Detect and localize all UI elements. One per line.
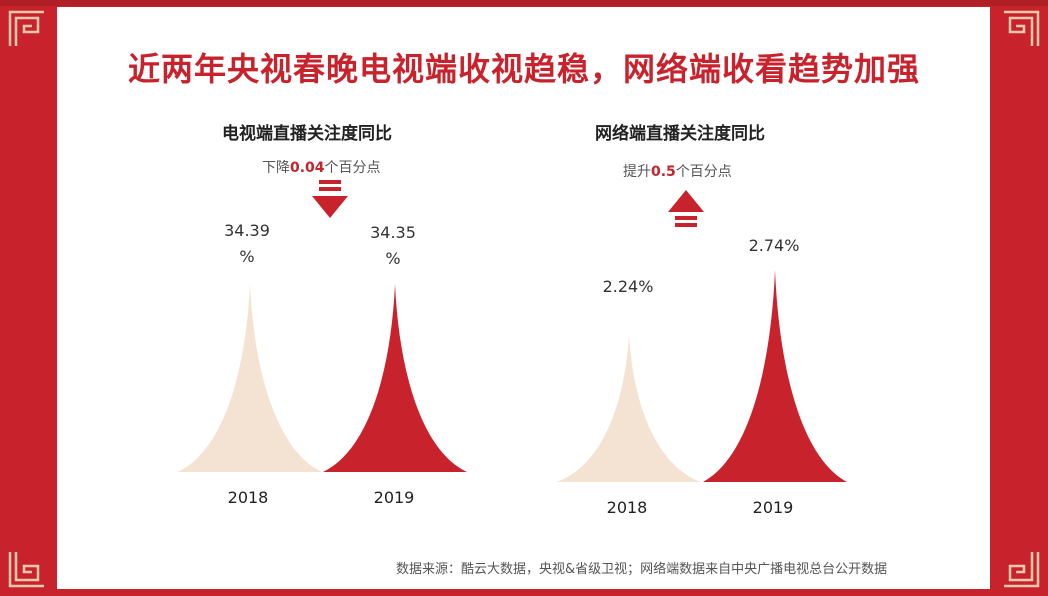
left-2018-year-label: 2018 — [227, 488, 269, 507]
value-unit: % — [239, 247, 255, 266]
right-2019-year-label: 2019 — [752, 498, 794, 517]
right-chart-title: 网络端直播关注度同比 — [595, 124, 765, 144]
value-unit: % — [385, 249, 401, 268]
left-2019-value-label: 34.35% — [368, 220, 418, 272]
corner-ornament-icon — [6, 8, 48, 50]
left-chart-title: 电视端直播关注度同比 — [222, 124, 392, 144]
content-panel — [57, 7, 990, 589]
left-change-note: 下降0.04个百分点 — [262, 157, 381, 177]
corner-ornament-icon — [6, 548, 48, 590]
title-part-1: 近两年央视 — [127, 50, 293, 88]
up-arrow-icon — [668, 190, 704, 227]
right-change-suffix: 个百分点 — [675, 164, 732, 180]
right-change-prefix: 提升 — [623, 164, 651, 180]
value-number: 34.35 — [370, 223, 416, 242]
top-frame — [0, 0, 1048, 6]
left-change-prefix: 下降 — [262, 160, 290, 176]
left-2019-year-label: 2019 — [373, 488, 415, 507]
corner-ornament-icon — [1000, 548, 1042, 590]
chart1-bar-2018 — [178, 284, 322, 472]
left-change-value: 0.04 — [290, 160, 325, 176]
chart2-bar-2018 — [557, 334, 701, 482]
down-arrow-icon — [312, 180, 348, 218]
right-2018-value-label: 2.24% — [602, 277, 654, 296]
value-number: 34.39 — [224, 221, 270, 240]
left-change-suffix: 个百分点 — [324, 160, 381, 176]
page-title: 近两年央视春晚电视端收视趋稳，网络端收看趋势加强 — [0, 44, 1048, 90]
right-2019-value-label: 2.74% — [748, 236, 800, 255]
chart1-bar-2019 — [323, 284, 467, 472]
data-source-note: 数据来源：酷云大数据，央视&省级卫视；网络端数据来自中央广播电视总台公开数据 — [396, 562, 888, 577]
right-2018-year-label: 2018 — [606, 498, 648, 517]
corner-ornament-icon — [1000, 8, 1042, 50]
left-2018-value-label: 34.39% — [222, 218, 272, 270]
right-change-note: 提升0.5个百分点 — [623, 161, 732, 181]
chart2-bar-2019 — [703, 270, 847, 482]
title-part-2: 春晚电视端收视趋稳，网络端收看趋势加强 — [293, 50, 921, 88]
right-change-value: 0.5 — [651, 164, 676, 180]
